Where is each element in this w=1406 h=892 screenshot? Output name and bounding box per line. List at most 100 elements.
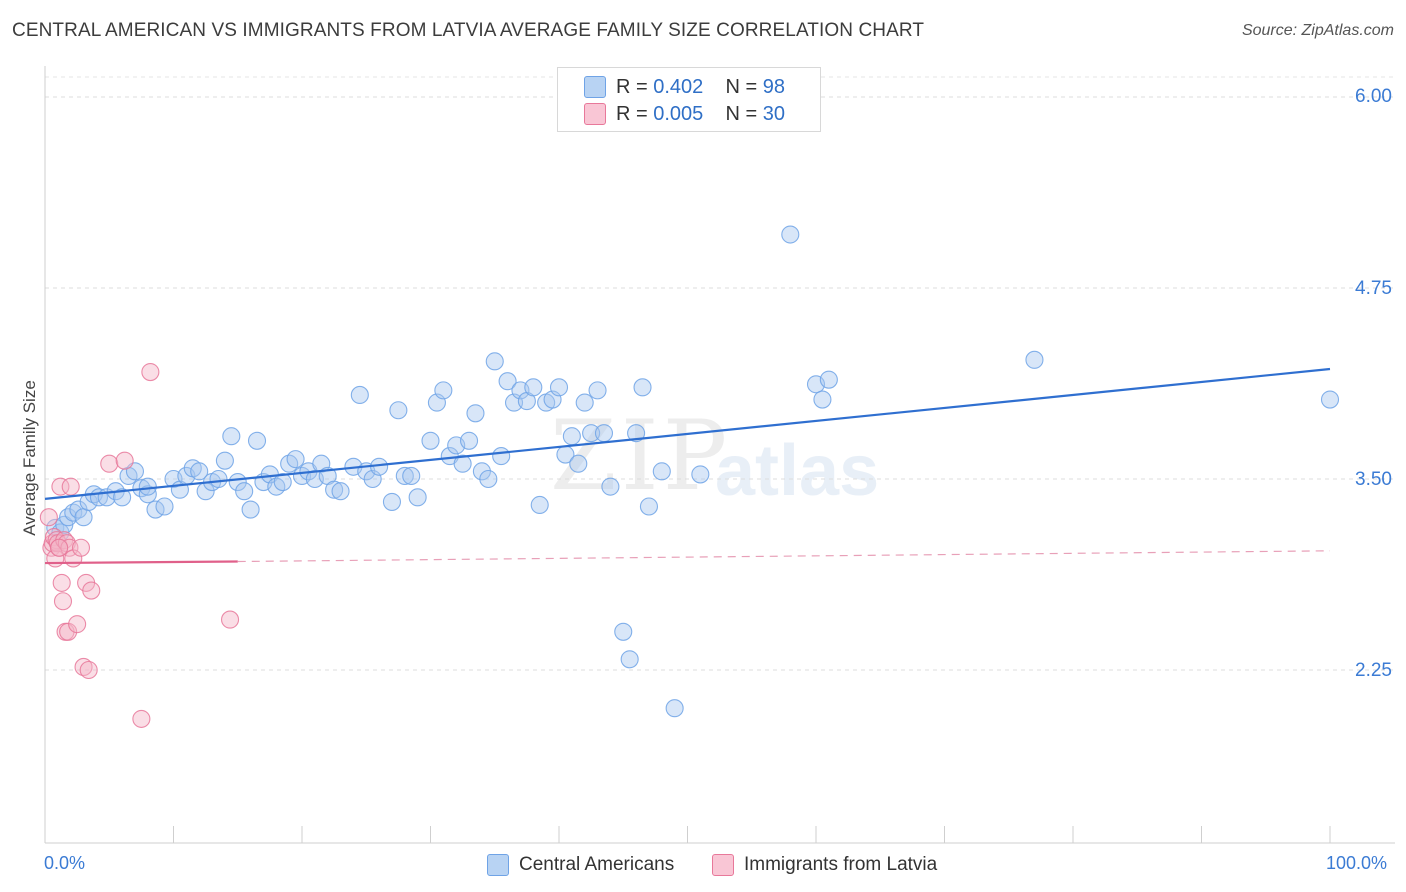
point-central-americans	[389, 401, 408, 420]
point-central-americans	[402, 466, 421, 485]
point-central-americans	[235, 482, 254, 501]
point-immigrants-latvia	[51, 477, 70, 496]
point-central-americans	[280, 454, 299, 473]
point-immigrants-latvia	[52, 573, 71, 592]
point-central-americans	[138, 477, 157, 496]
n-label: N =	[725, 75, 758, 98]
point-central-americans	[190, 462, 209, 481]
point-immigrants-latvia	[132, 709, 151, 728]
point-central-americans	[138, 485, 157, 504]
point-immigrants-latvia	[39, 508, 58, 527]
legend-swatch-central	[584, 76, 606, 98]
point-central-americans	[582, 424, 601, 443]
point-central-americans	[459, 431, 479, 450]
point-central-americans	[267, 477, 286, 496]
point-central-americans	[652, 462, 671, 481]
point-central-americans	[492, 447, 511, 466]
point-central-americans	[691, 465, 710, 484]
series-legend-latvia: Immigrants from Latvia	[712, 852, 937, 878]
point-immigrants-latvia	[115, 451, 134, 470]
point-central-americans	[562, 427, 581, 446]
point-central-americans	[633, 378, 652, 397]
point-central-americans	[241, 500, 260, 519]
point-central-americans	[601, 477, 620, 496]
point-central-americans	[530, 495, 549, 515]
point-immigrants-latvia	[68, 615, 87, 634]
point-central-americans	[594, 424, 614, 443]
series-legend: Central Americans Immigrants from Latvia	[0, 852, 1406, 878]
point-central-americans	[549, 378, 569, 397]
y-tick-label-4.75: 4.75	[1355, 278, 1392, 299]
point-central-americans	[614, 622, 633, 641]
point-central-americans	[479, 469, 498, 489]
point-central-americans	[350, 385, 369, 405]
point-central-americans	[620, 650, 639, 669]
point-central-americans	[485, 352, 504, 371]
point-central-americans	[273, 473, 292, 492]
point-immigrants-latvia	[220, 610, 240, 629]
point-central-americans	[453, 454, 472, 473]
point-central-americans	[524, 378, 543, 397]
trendline-immigrants-latvia-extended	[237, 550, 1331, 563]
point-central-americans	[222, 427, 241, 446]
point-central-americans	[498, 372, 517, 391]
point-central-americans	[247, 431, 267, 450]
watermark-zip: ZIP	[550, 400, 732, 512]
point-central-americans	[575, 393, 594, 412]
point-central-americans	[209, 469, 228, 489]
legend-text-latvia: R = 0.005 N = 30	[616, 103, 785, 126]
n-label: N =	[725, 102, 758, 125]
point-central-americans	[286, 450, 305, 469]
y-tick-label-3.50: 3.50	[1355, 469, 1392, 490]
r-label: R =	[616, 102, 648, 125]
point-central-americans	[627, 424, 646, 443]
legend-swatch-latvia	[584, 103, 606, 125]
series-name-central: Central Americans	[519, 854, 675, 875]
point-immigrants-latvia	[74, 657, 93, 676]
point-central-americans	[588, 381, 607, 400]
point-immigrants-latvia	[50, 538, 69, 557]
point-central-americans	[119, 466, 138, 485]
trendline-immigrants-latvia	[44, 560, 238, 565]
point-central-americans	[74, 508, 93, 527]
point-central-americans	[325, 480, 344, 499]
point-central-americans	[1320, 390, 1340, 409]
point-immigrants-latvia	[71, 538, 91, 557]
series-name-latvia: Immigrants from Latvia	[744, 854, 938, 875]
point-central-americans	[64, 503, 83, 522]
point-central-americans	[382, 492, 402, 511]
point-central-americans	[421, 431, 440, 450]
r-label: R =	[616, 75, 648, 98]
point-central-americans	[228, 473, 247, 492]
chart-title: CENTRAL AMERICAN VS IMMIGRANTS FROM LATV…	[12, 20, 925, 41]
n-value: 30	[762, 102, 786, 125]
series-swatch-latvia	[712, 854, 734, 876]
watermark-atlas: atlas	[715, 431, 880, 511]
point-central-americans	[408, 488, 427, 507]
r-value: 0.005	[653, 102, 704, 125]
y-tick-label-2.25: 2.25	[1355, 660, 1392, 681]
x-tick-label-max: 100.0%	[1326, 853, 1388, 873]
point-central-americans	[569, 454, 588, 473]
point-central-americans	[113, 488, 132, 507]
point-central-americans	[1025, 350, 1044, 369]
source-label: Source: ZipAtlas.com	[1241, 22, 1394, 39]
point-central-americans	[472, 462, 491, 481]
point-central-americans	[665, 699, 684, 718]
point-central-americans	[331, 482, 350, 501]
point-immigrants-latvia	[82, 581, 101, 600]
series-swatch-central	[487, 854, 509, 876]
point-central-americans	[395, 466, 414, 485]
x-tick-label-min: 0.0%	[44, 853, 86, 873]
trendline-central-americans	[44, 367, 1331, 500]
point-central-americans	[813, 390, 832, 409]
point-central-americans	[215, 451, 234, 470]
point-immigrants-latvia	[61, 477, 80, 496]
point-central-americans	[819, 370, 838, 389]
r-value: 0.402	[653, 75, 704, 98]
point-immigrants-latvia	[79, 660, 98, 680]
point-central-americans	[781, 225, 800, 244]
point-central-americans	[466, 404, 485, 423]
point-central-americans	[434, 381, 453, 400]
